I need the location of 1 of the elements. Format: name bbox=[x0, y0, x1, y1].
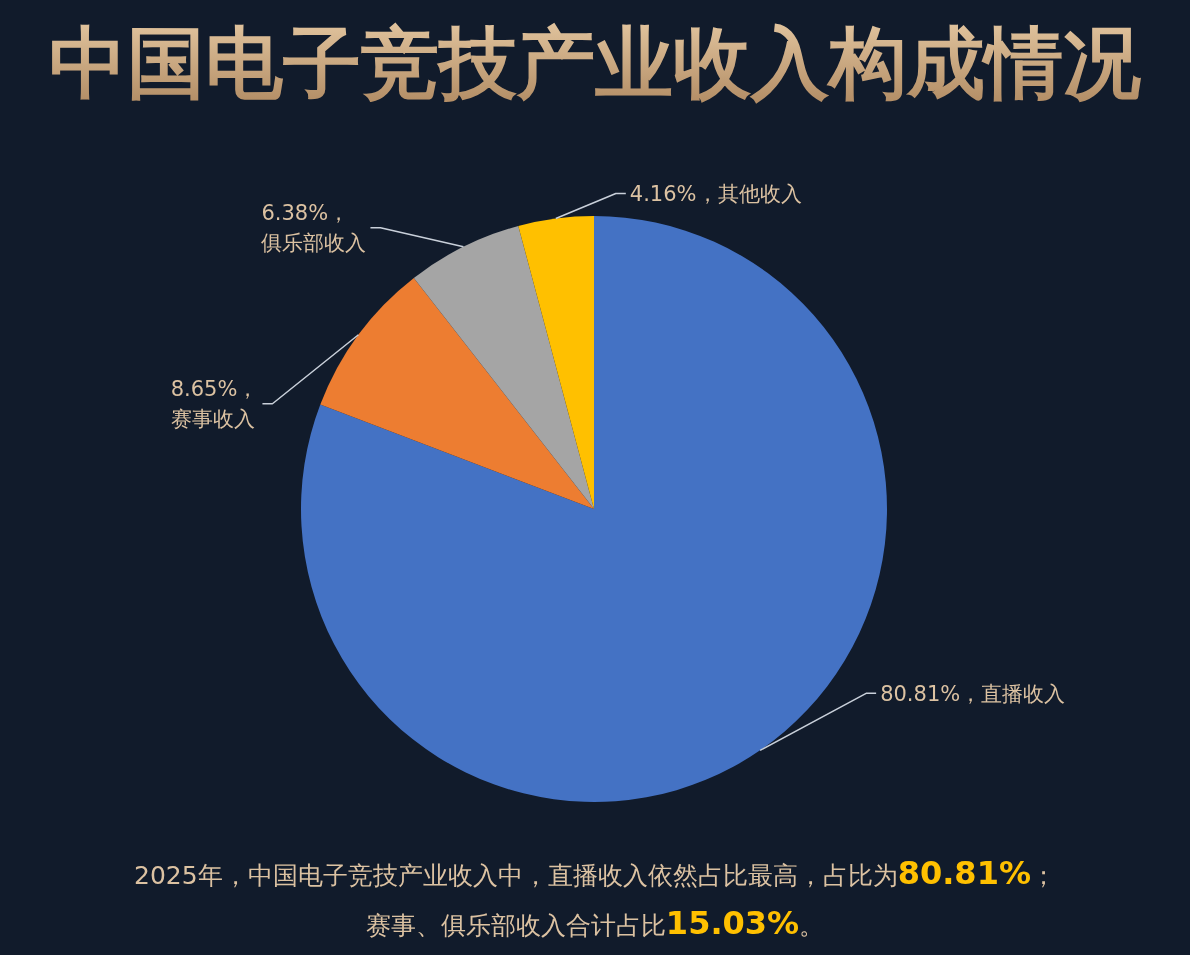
title: 中国电子竞技产业收入构成情况 bbox=[49, 18, 1141, 108]
